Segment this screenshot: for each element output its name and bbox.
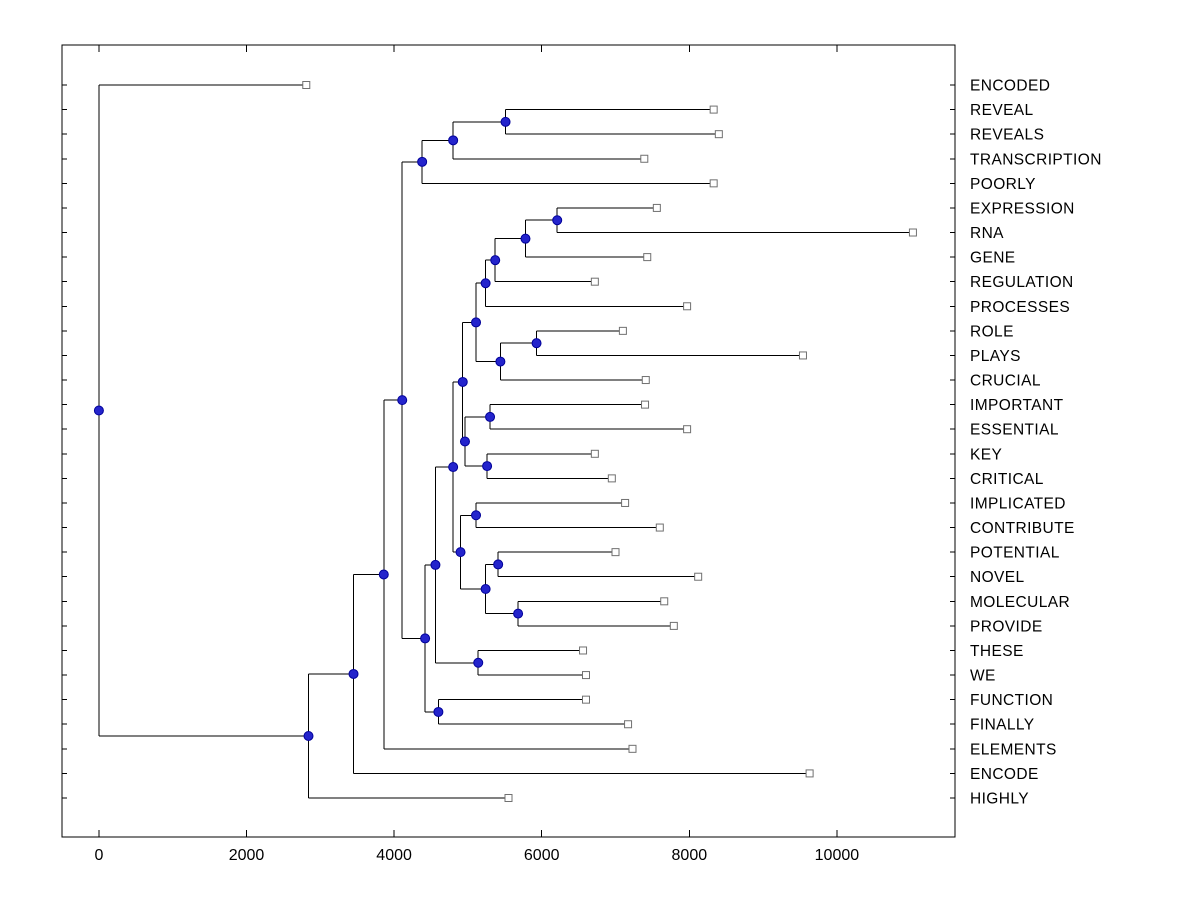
- leaf-label: POORLY: [970, 176, 1036, 193]
- leaf-node-marker[interactable]: [590, 277, 599, 286]
- internal-node-marker[interactable]: [93, 405, 104, 416]
- internal-node-marker[interactable]: [397, 395, 408, 406]
- leaf-label: PLAYS: [970, 348, 1021, 365]
- internal-node-marker[interactable]: [480, 584, 491, 595]
- internal-node-marker[interactable]: [531, 338, 542, 349]
- leaf-node-marker[interactable]: [683, 425, 692, 434]
- leaf-node-marker[interactable]: [302, 81, 311, 89]
- leaf-label: FUNCTION: [970, 692, 1053, 709]
- leaf-node-marker[interactable]: [805, 769, 814, 778]
- internal-node-marker[interactable]: [493, 559, 504, 570]
- leaf-node-marker[interactable]: [694, 572, 703, 581]
- leaf-node-marker[interactable]: [581, 671, 590, 680]
- internal-node-marker[interactable]: [348, 668, 359, 679]
- leaf-label: RNA: [970, 225, 1004, 242]
- leaf-node-marker[interactable]: [643, 253, 652, 262]
- internal-node-marker[interactable]: [448, 135, 459, 146]
- internal-node-marker[interactable]: [471, 317, 482, 328]
- leaf-label: PROVIDE: [970, 618, 1043, 635]
- leaf-node-marker[interactable]: [655, 523, 664, 532]
- leaf-label: WE: [970, 668, 996, 685]
- internal-node-marker[interactable]: [482, 461, 493, 472]
- leaf-label: CRUCIAL: [970, 373, 1041, 390]
- leaf-node-marker[interactable]: [611, 548, 620, 557]
- leaf-node-marker[interactable]: [641, 376, 650, 385]
- leaf-label: ENCODE: [970, 766, 1039, 783]
- leaf-label: ELEMENTS: [970, 741, 1057, 758]
- leaf-label: ESSENTIAL: [970, 422, 1059, 439]
- leaf-node-marker[interactable]: [669, 621, 678, 630]
- internal-node-marker[interactable]: [471, 510, 482, 521]
- x-tick-label: 10000: [815, 847, 860, 864]
- leaf-label: EXPRESSION: [970, 200, 1075, 217]
- plot-box: [61, 44, 956, 838]
- internal-node-marker[interactable]: [513, 608, 524, 619]
- leaf-node-marker[interactable]: [590, 449, 599, 458]
- leaf-node-marker[interactable]: [709, 179, 718, 188]
- internal-node-marker[interactable]: [433, 706, 444, 717]
- leaf-node-marker[interactable]: [581, 695, 590, 704]
- leaf-node-marker[interactable]: [504, 794, 513, 802]
- internal-node-marker[interactable]: [485, 411, 496, 422]
- leaf-label: REVEALS: [970, 127, 1044, 144]
- internal-node-marker[interactable]: [457, 376, 468, 387]
- leaf-node-marker[interactable]: [660, 597, 669, 606]
- leaf-label: GENE: [970, 250, 1016, 267]
- leaf-label: THESE: [970, 643, 1024, 660]
- leaf-label: PROCESSES: [970, 299, 1070, 316]
- internal-node-marker[interactable]: [520, 233, 531, 244]
- leaf-label: HIGHLY: [970, 791, 1029, 808]
- leaf-node-marker[interactable]: [607, 474, 616, 483]
- leaf-label: ENCODED: [970, 78, 1050, 95]
- leaf-label: ROLE: [970, 323, 1014, 340]
- x-tick-label: 4000: [376, 847, 412, 864]
- internal-node-marker[interactable]: [417, 156, 428, 167]
- leaf-node-marker[interactable]: [579, 646, 588, 655]
- internal-node-marker[interactable]: [430, 559, 441, 570]
- internal-node-marker[interactable]: [455, 547, 466, 558]
- leaf-label: NOVEL: [970, 569, 1025, 586]
- leaf-node-marker[interactable]: [683, 302, 692, 311]
- leaf-label: CONTRIBUTE: [970, 520, 1075, 537]
- leaf-label: POTENTIAL: [970, 545, 1060, 562]
- internal-node-marker[interactable]: [480, 278, 491, 289]
- internal-node-marker[interactable]: [490, 255, 501, 266]
- leaf-label: MOLECULAR: [970, 594, 1070, 611]
- leaf-label: FINALLY: [970, 717, 1035, 734]
- leaf-node-marker[interactable]: [798, 351, 807, 360]
- leaf-label: KEY: [970, 446, 1002, 463]
- leaf-label: REVEAL: [970, 102, 1034, 119]
- leaf-label: REGULATION: [970, 274, 1074, 291]
- x-tick-label: 8000: [672, 847, 708, 864]
- leaf-node-marker[interactable]: [641, 400, 650, 409]
- internal-node-marker[interactable]: [303, 730, 314, 741]
- leaf-node-marker[interactable]: [621, 498, 630, 507]
- leaf-node-marker[interactable]: [652, 203, 661, 212]
- internal-node-marker[interactable]: [473, 657, 484, 668]
- leaf-node-marker[interactable]: [908, 228, 917, 237]
- leaf-node-marker[interactable]: [628, 744, 637, 753]
- leaf-node-marker[interactable]: [618, 326, 627, 335]
- x-tick-label: 2000: [229, 847, 265, 864]
- leaf-label: CRITICAL: [970, 471, 1044, 488]
- leaf-label: IMPORTANT: [970, 397, 1064, 414]
- leaf-label: IMPLICATED: [970, 495, 1066, 512]
- x-tick-label: 6000: [524, 847, 560, 864]
- leaf-node-marker[interactable]: [624, 720, 633, 729]
- internal-node-marker[interactable]: [459, 436, 470, 447]
- leaf-label: TRANSCRIPTION: [970, 151, 1102, 168]
- internal-node-marker[interactable]: [500, 116, 511, 127]
- leaf-node-marker[interactable]: [709, 105, 718, 114]
- leaf-node-marker[interactable]: [640, 154, 649, 163]
- internal-node-marker[interactable]: [495, 356, 506, 367]
- x-tick-label: 0: [94, 847, 103, 864]
- internal-node-marker[interactable]: [552, 215, 563, 226]
- leaf-node-marker[interactable]: [714, 130, 723, 139]
- internal-node-marker[interactable]: [378, 569, 389, 580]
- internal-node-marker[interactable]: [420, 633, 431, 644]
- internal-node-marker[interactable]: [448, 462, 459, 473]
